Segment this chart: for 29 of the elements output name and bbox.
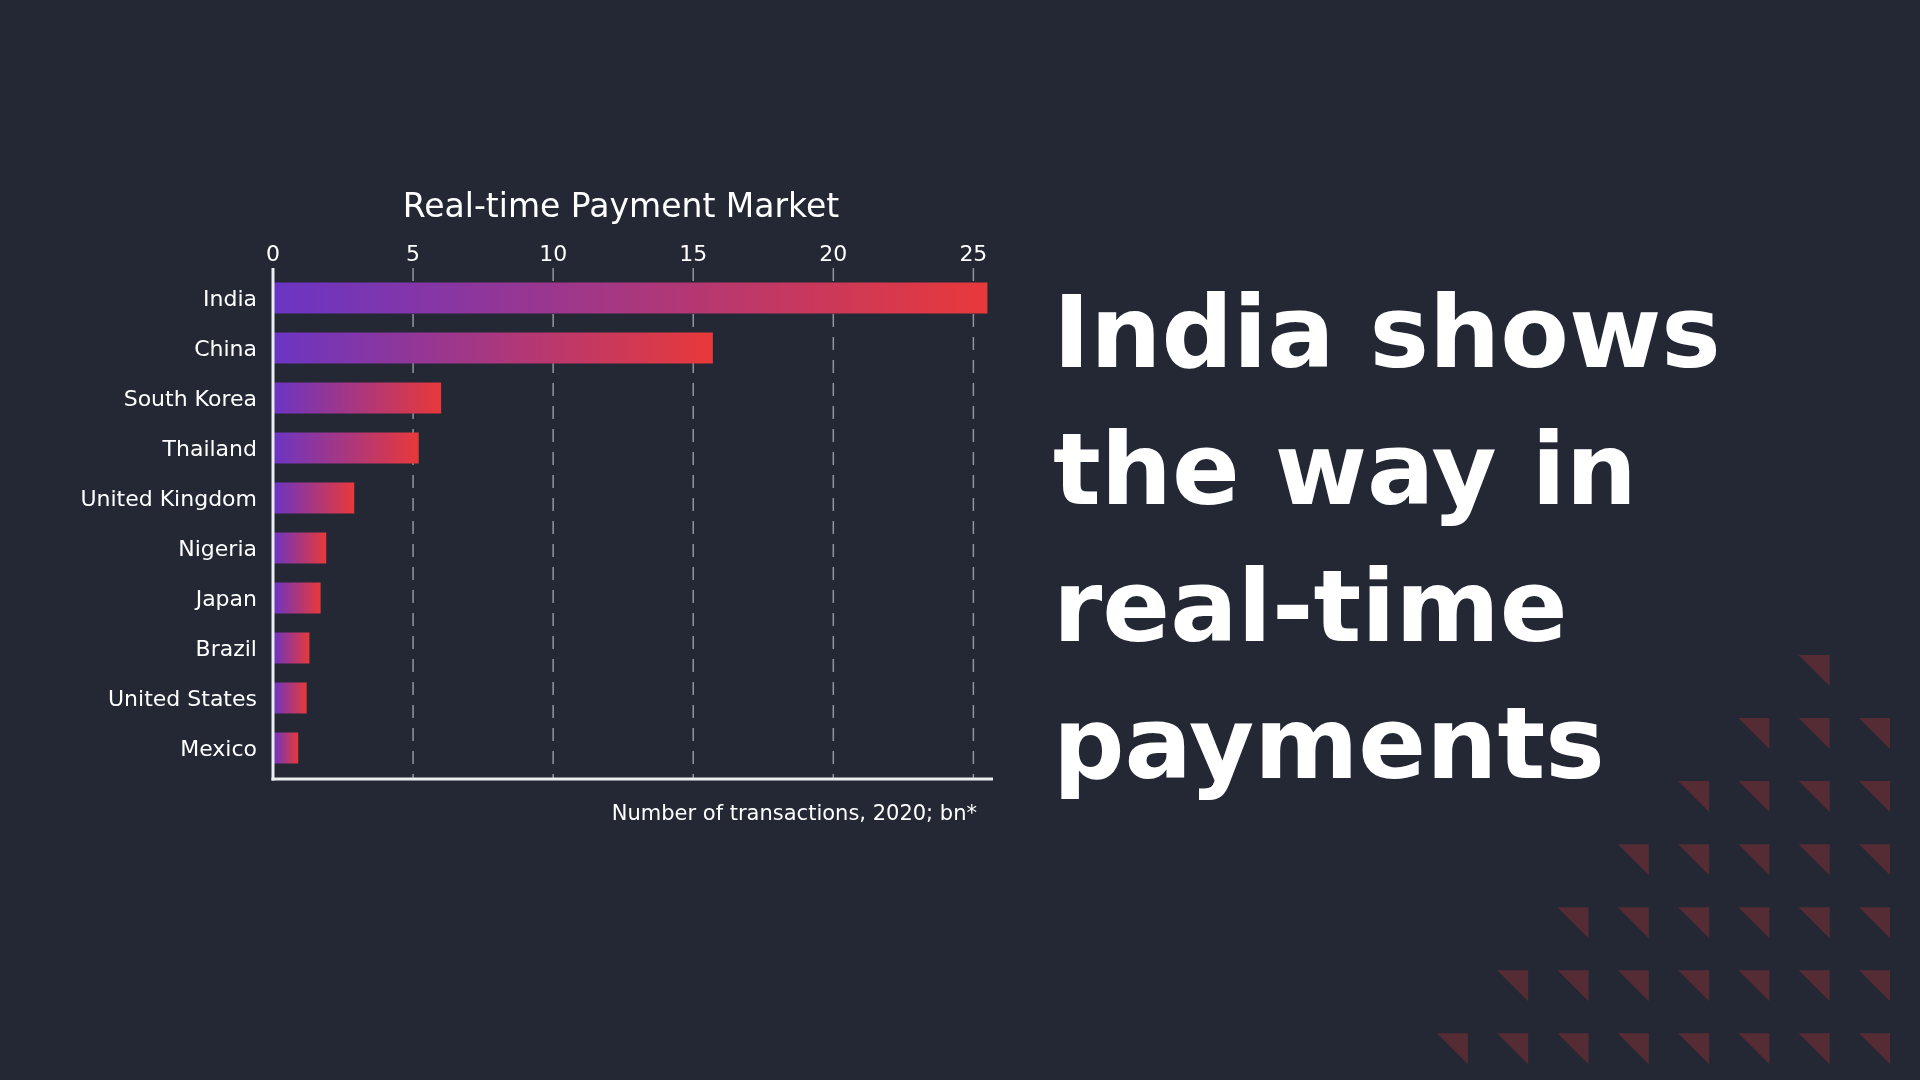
bar	[273, 732, 299, 764]
y-tick-label: Brazil	[195, 635, 257, 661]
x-axis-title: Number of transactions, 2020; bn*	[611, 801, 977, 825]
bar	[273, 382, 442, 414]
y-tick-label: Japan	[193, 585, 257, 611]
y-tick-label: Nigeria	[178, 535, 257, 561]
bar	[273, 432, 419, 464]
y-tick-label: India	[203, 285, 257, 311]
x-tick-label: 10	[539, 241, 568, 266]
x-tick-label: 0	[266, 241, 280, 266]
y-tick-label: South Korea	[123, 385, 257, 411]
bar	[273, 682, 307, 714]
y-tick-label: Thailand	[161, 435, 257, 461]
bar	[273, 332, 713, 364]
y-tick-label: China	[194, 335, 257, 361]
x-tick-label: 15	[679, 241, 708, 266]
bar	[273, 632, 310, 664]
x-tick-label: 20	[819, 241, 848, 266]
text: India shows the way in real-time payments	[1053, 274, 1721, 802]
y-tick-label: United Kingdom	[80, 485, 257, 511]
y-tick-label: United States	[108, 685, 257, 711]
y-tick-label: Mexico	[180, 735, 257, 761]
bar	[273, 482, 355, 514]
x-tick-label: 5	[406, 241, 421, 266]
chart-title: Real-time Payment Market	[402, 186, 840, 225]
bar	[273, 282, 988, 314]
bar	[273, 532, 327, 564]
bar	[273, 582, 321, 614]
x-tick-label: 25	[959, 241, 988, 266]
